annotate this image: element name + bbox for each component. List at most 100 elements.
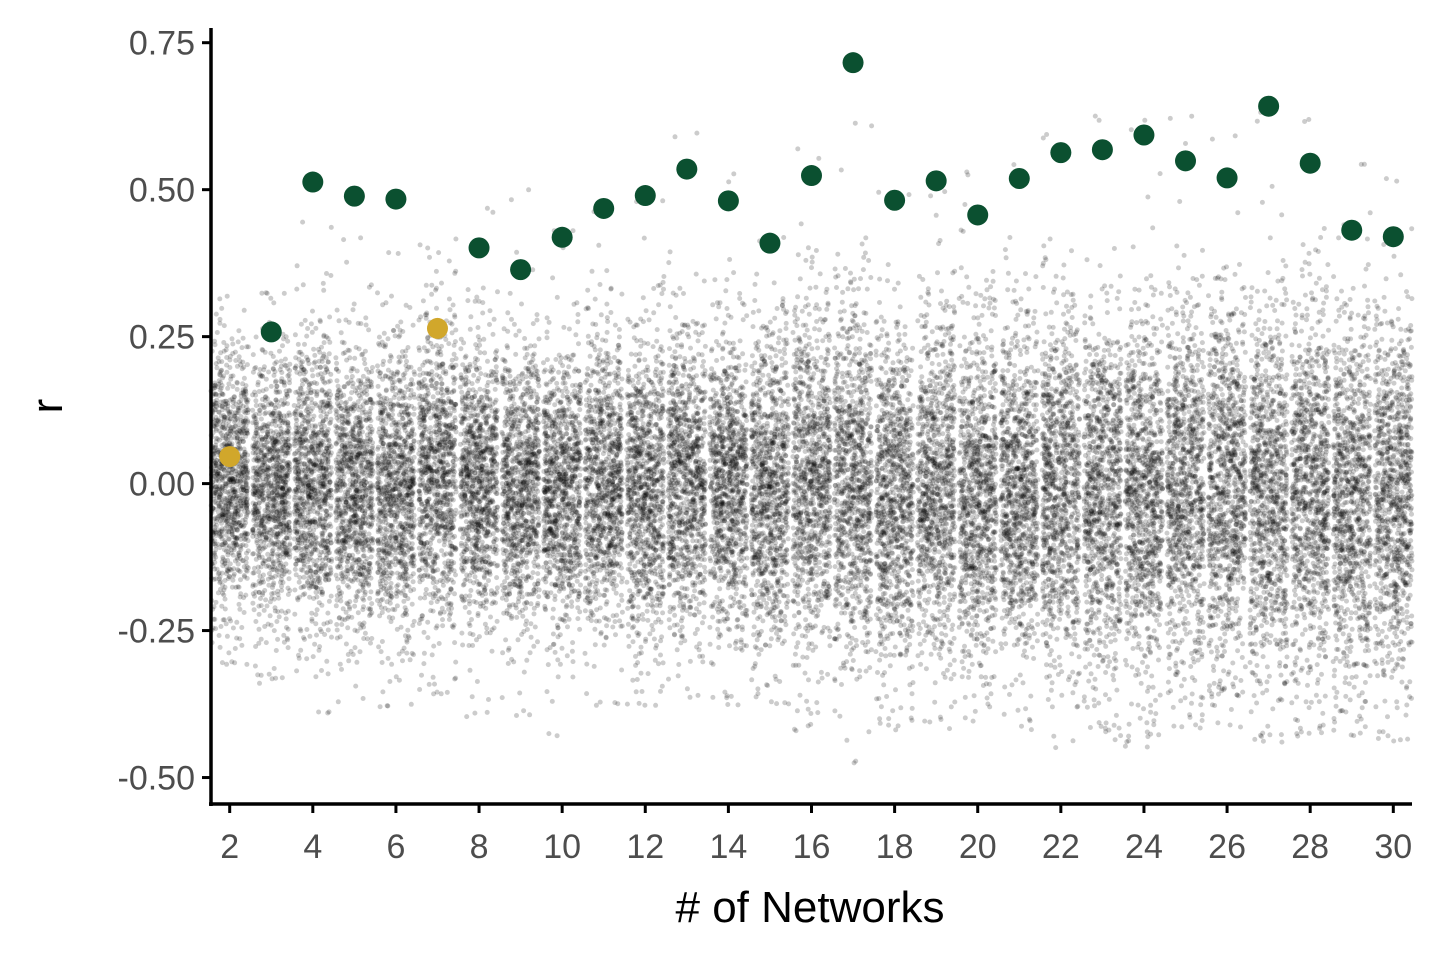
- null-point: [319, 550, 324, 555]
- null-point: [276, 481, 281, 486]
- null-point: [353, 684, 358, 689]
- null-point: [319, 438, 324, 443]
- null-point: [241, 336, 246, 341]
- null-point: [309, 617, 314, 622]
- null-point: [350, 579, 355, 584]
- null-point: [282, 413, 287, 418]
- null-point: [298, 627, 303, 632]
- null-point: [275, 466, 280, 471]
- null-point: [261, 497, 266, 502]
- null-point: [320, 532, 325, 537]
- null-point: [245, 569, 250, 574]
- null-point: [367, 384, 372, 389]
- null-point: [284, 616, 289, 621]
- null-point: [369, 474, 374, 479]
- null-point: [304, 430, 309, 435]
- null-point: [226, 650, 231, 655]
- null-point: [256, 569, 261, 574]
- null-point: [321, 409, 326, 414]
- null-point: [302, 462, 307, 467]
- null-point: [267, 672, 272, 677]
- null-point: [253, 456, 258, 461]
- null-point: [344, 455, 349, 460]
- null-point: [232, 572, 237, 577]
- null-point: [313, 326, 318, 331]
- null-point: [299, 435, 304, 440]
- null-point: [370, 468, 375, 473]
- null-point: [251, 413, 256, 418]
- null-point: [341, 570, 346, 575]
- null-point: [327, 351, 332, 356]
- null-point: [318, 450, 323, 455]
- null-point: [292, 537, 297, 542]
- null-point: [244, 494, 249, 499]
- null-point: [368, 566, 373, 571]
- null-point: [312, 500, 317, 505]
- null-point: [280, 507, 285, 512]
- null-point: [366, 327, 371, 332]
- null-point: [269, 596, 274, 601]
- null-point: [274, 648, 279, 653]
- null-point: [259, 539, 264, 544]
- null-point: [339, 554, 344, 559]
- null-point: [327, 532, 332, 537]
- null-point: [269, 539, 274, 544]
- null-point: [241, 487, 246, 492]
- null-point: [294, 364, 299, 369]
- null-point: [268, 575, 273, 580]
- null-point: [227, 419, 232, 424]
- null-point: [296, 475, 301, 480]
- null-point: [335, 471, 340, 476]
- null-point: [279, 359, 284, 364]
- null-point: [230, 384, 235, 389]
- null-point: [338, 558, 343, 563]
- null-point: [366, 583, 371, 588]
- null-point: [237, 354, 242, 359]
- null-point: [348, 396, 353, 401]
- null-point: [347, 421, 352, 426]
- null-point: [236, 328, 241, 333]
- null-point: [342, 546, 347, 551]
- null-point: [354, 547, 359, 552]
- null-point: [287, 588, 292, 593]
- null-point: [411, 323, 416, 328]
- null-point: [357, 346, 362, 351]
- null-point: [269, 384, 274, 389]
- null-point: [243, 468, 248, 473]
- null-point: [315, 574, 320, 579]
- null-point: [214, 403, 219, 408]
- null-point: [277, 524, 282, 529]
- null-point: [253, 583, 258, 588]
- null-point: [302, 564, 307, 569]
- null-point: [286, 609, 291, 614]
- null-point: [256, 544, 261, 549]
- null-point: [335, 416, 340, 421]
- null-point: [227, 492, 232, 497]
- null-point: [250, 601, 255, 606]
- null-point: [285, 536, 290, 541]
- null-point: [244, 662, 249, 667]
- null-point: [244, 383, 249, 388]
- null-point: [300, 220, 305, 225]
- null-point: [245, 431, 250, 436]
- null-point: [255, 382, 260, 387]
- null-point: [222, 323, 227, 328]
- null-point: [323, 364, 328, 369]
- null-point: [354, 660, 359, 665]
- null-point: [339, 406, 344, 411]
- null-point: [307, 634, 312, 639]
- null-point: [396, 582, 401, 587]
- null-point: [318, 405, 323, 410]
- null-point: [287, 465, 292, 470]
- null-point: [398, 320, 403, 325]
- null-point: [293, 512, 298, 517]
- null-point: [326, 450, 331, 455]
- null-point: [317, 600, 322, 605]
- null-point: [339, 667, 344, 672]
- null-point: [225, 634, 230, 639]
- null-point: [251, 551, 256, 556]
- null-point: [370, 548, 375, 553]
- null-point: [328, 506, 333, 511]
- null-point: [324, 271, 329, 276]
- null-point: [384, 388, 389, 393]
